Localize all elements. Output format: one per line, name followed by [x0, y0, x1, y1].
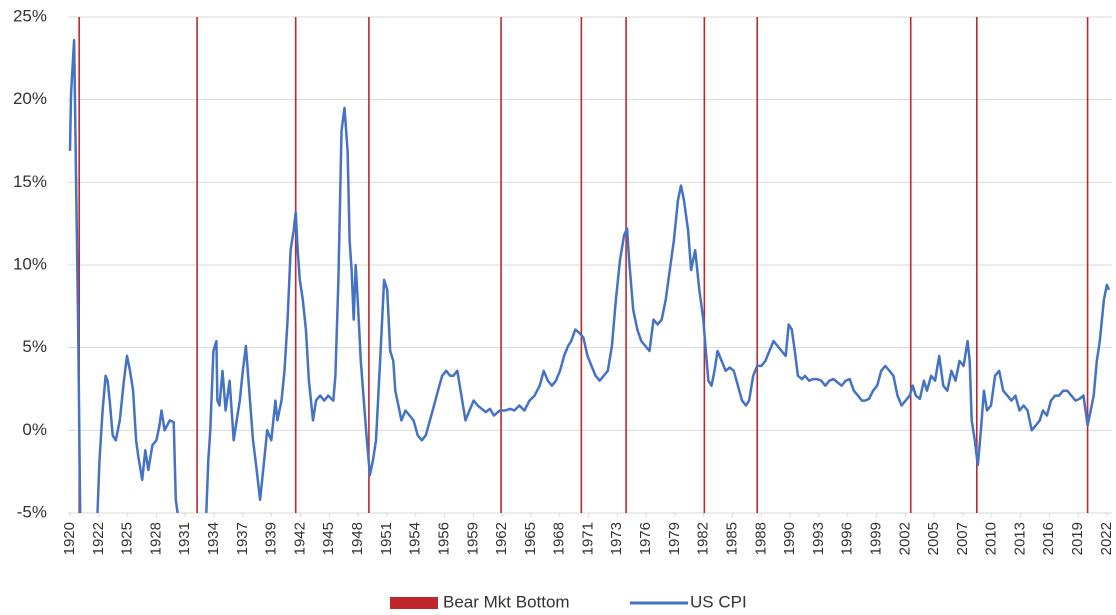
- x-tick-label: 1993: [810, 522, 827, 555]
- x-tick-label: 2019: [1069, 522, 1086, 555]
- x-tick-label: 2022: [1098, 522, 1115, 555]
- x-tick-label: 1925: [119, 522, 136, 555]
- x-tick-label: 1979: [666, 522, 683, 555]
- x-tick-label: 2007: [954, 522, 971, 555]
- x-tick-label: 1928: [147, 522, 164, 555]
- x-tick-label: 1965: [522, 522, 539, 555]
- line-group: [68, 38, 1111, 513]
- x-tick-label: 2002: [896, 522, 913, 555]
- legend-label: US CPI: [690, 592, 747, 611]
- x-tick-label: 1982: [695, 522, 712, 555]
- x-tick-label: 1985: [723, 522, 740, 555]
- x-tick-label: 1990: [781, 522, 798, 555]
- x-tick-label: 1956: [435, 522, 452, 555]
- x-tick-label: 2016: [1040, 522, 1057, 555]
- x-tick-label: 1937: [234, 522, 251, 555]
- x-tick-label: 1959: [464, 522, 481, 555]
- x-tick-label: 1939: [263, 522, 280, 555]
- legend-swatch: [390, 597, 438, 609]
- x-tick-label: 1973: [608, 522, 625, 555]
- y-tick-label: 25%: [13, 6, 47, 25]
- y-tick-label: 10%: [13, 254, 47, 273]
- x-tick-label: 2005: [925, 522, 942, 555]
- y-tick-label: 5%: [22, 337, 47, 356]
- x-tick-label: 1922: [90, 522, 107, 555]
- x-tick-label: 1920: [61, 522, 78, 555]
- x-tick-label: 1988: [752, 522, 769, 555]
- x-tick-label: 1934: [205, 522, 222, 555]
- x-tick-label: 1951: [378, 522, 395, 555]
- y-tick-label: 15%: [13, 172, 47, 191]
- x-tick-label: 1962: [493, 522, 510, 555]
- legend-label: Bear Mkt Bottom: [443, 592, 570, 611]
- x-tick-label: 2013: [1011, 522, 1028, 555]
- x-tick-label: 1945: [320, 522, 337, 555]
- x-tick-label: 1996: [839, 522, 856, 555]
- x-tick-label: 1971: [579, 522, 596, 555]
- cpi-line: [68, 38, 1111, 513]
- y-tick-label: 20%: [13, 89, 47, 108]
- x-tick-label: 2010: [983, 522, 1000, 555]
- x-tick-label: 1954: [407, 522, 424, 555]
- y-tick-label: -5%: [17, 502, 47, 521]
- x-tick-label: 1976: [637, 522, 654, 555]
- x-tick-label: 1948: [349, 522, 366, 555]
- x-tick-label: 1968: [551, 522, 568, 555]
- x-tick-label: 1999: [867, 522, 884, 555]
- y-tick-label: 0%: [22, 420, 47, 439]
- x-tick-label: 1931: [176, 522, 193, 555]
- x-tick-label: 1942: [291, 522, 308, 555]
